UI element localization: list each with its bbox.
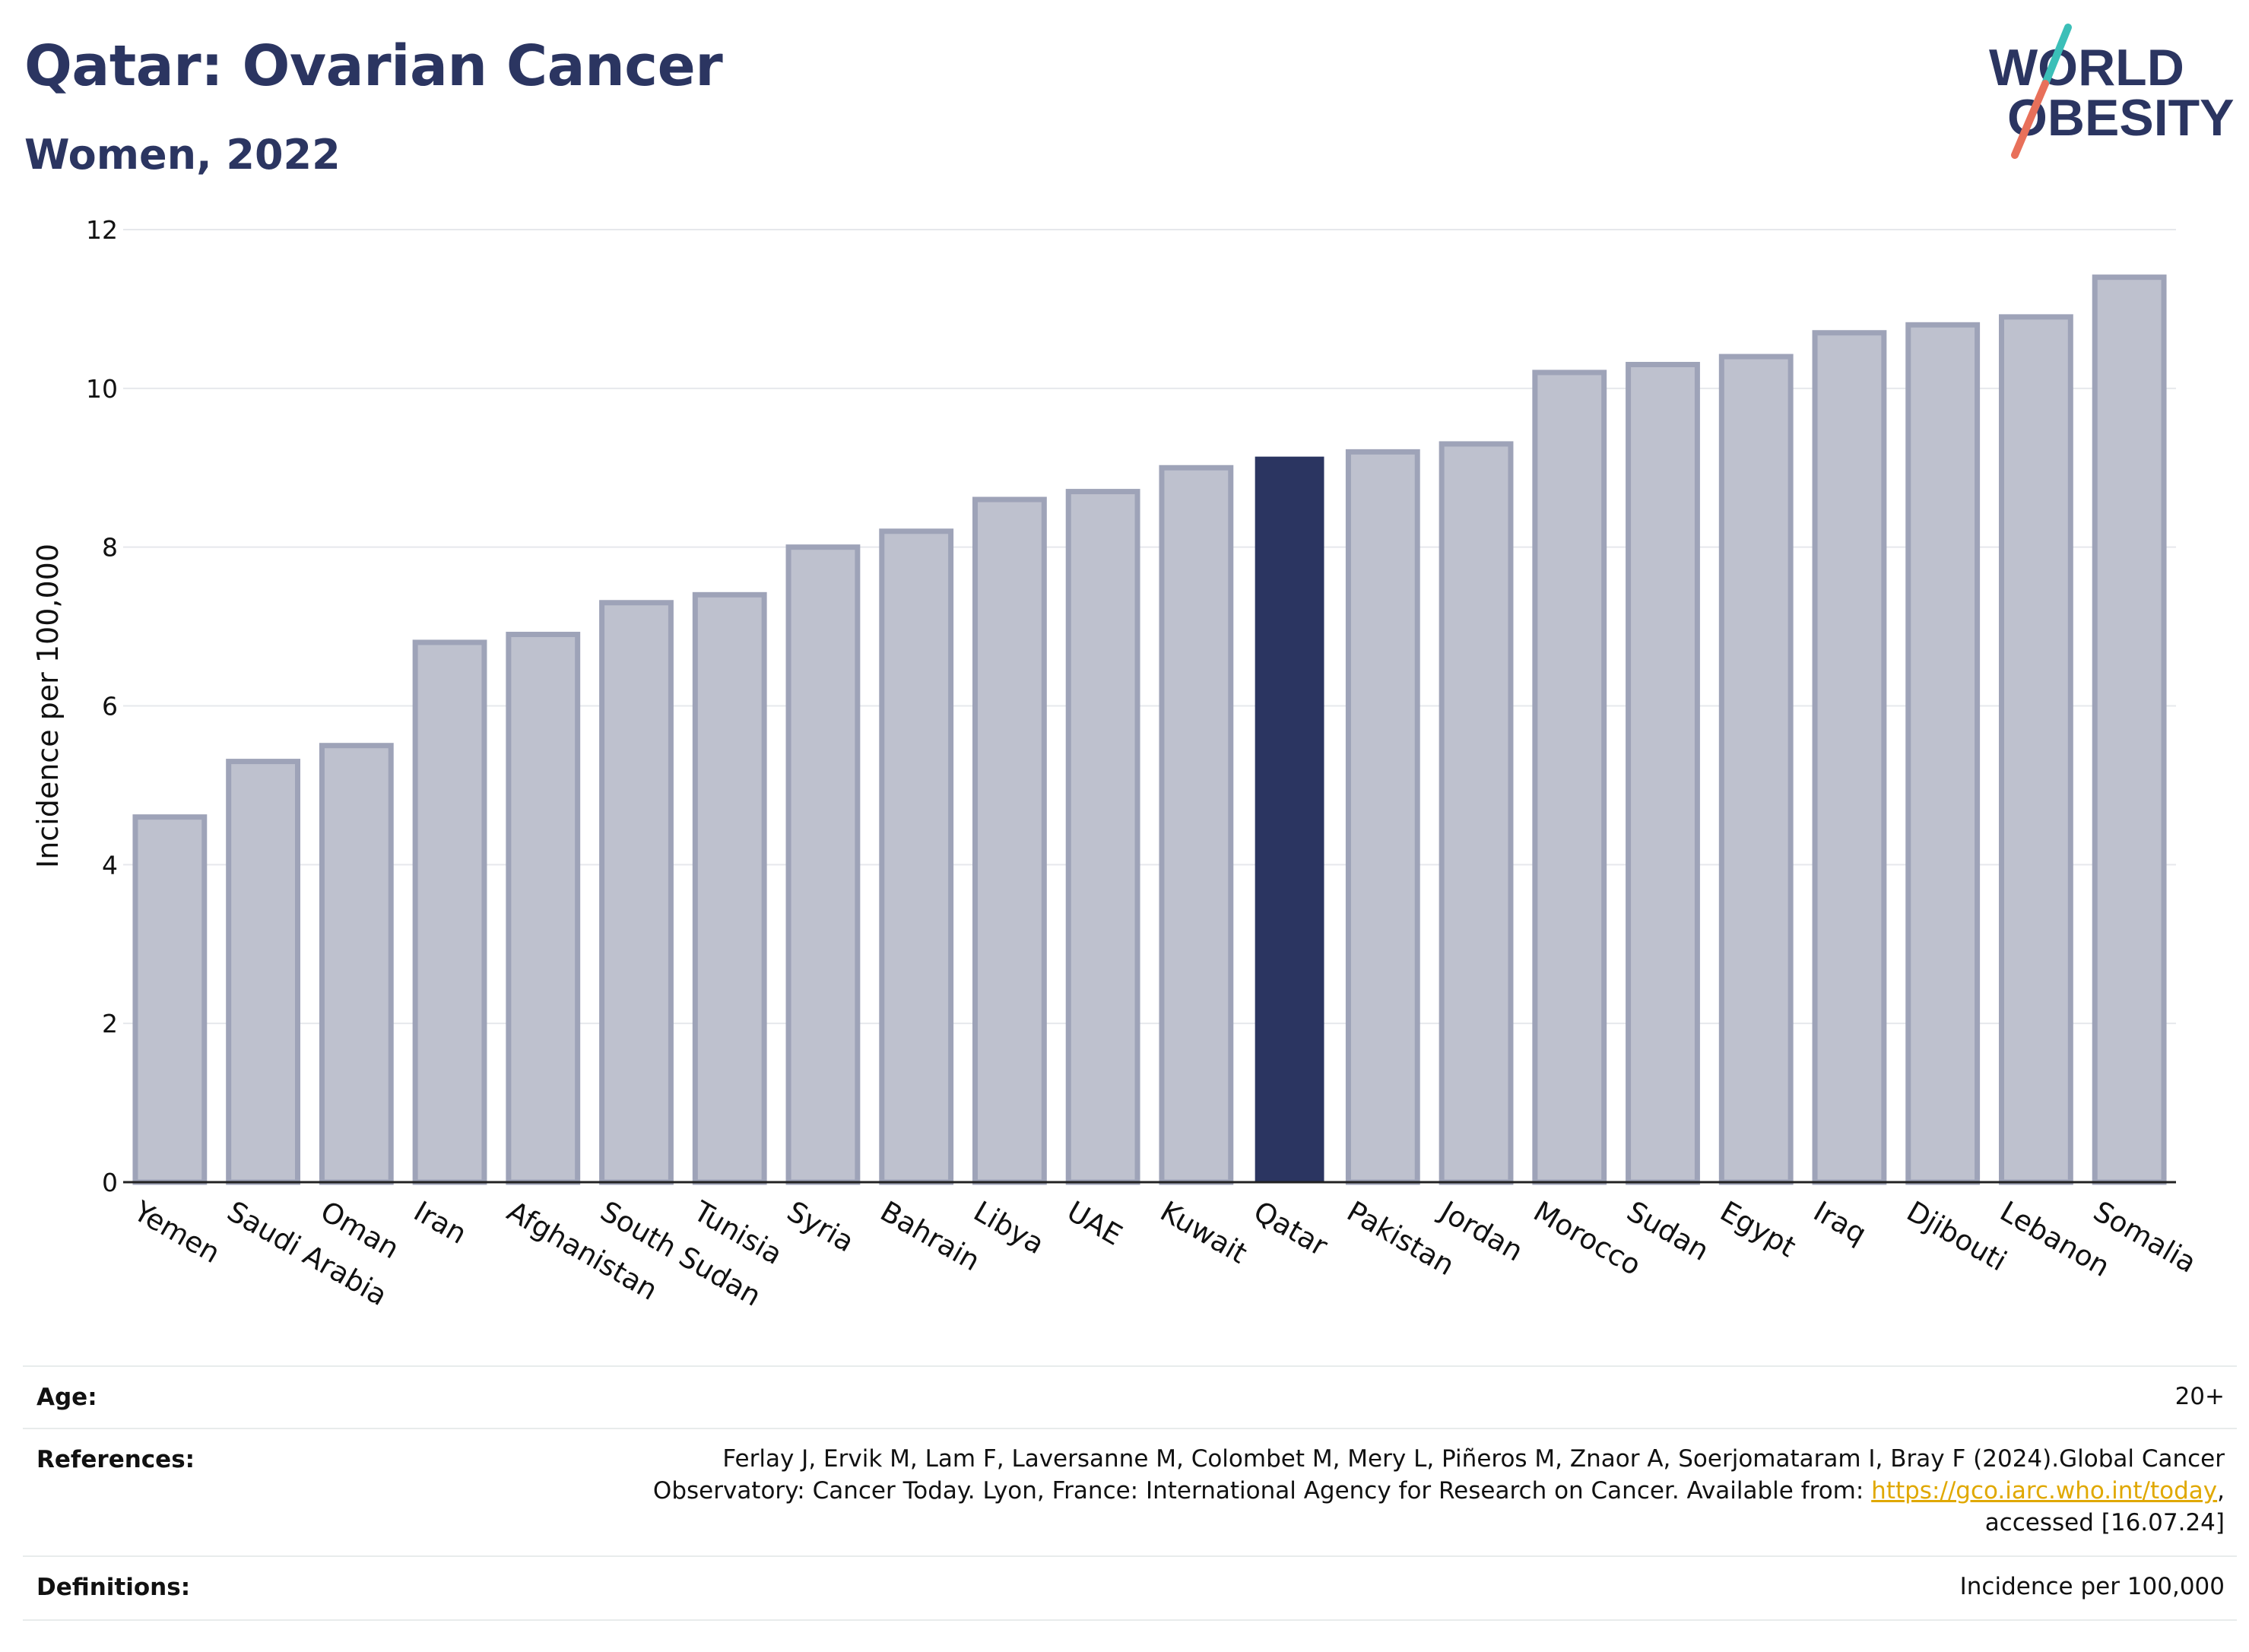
bar-djibouti bbox=[1905, 322, 1981, 1185]
bar-uae bbox=[1065, 489, 1140, 1185]
bar-qatar bbox=[1255, 456, 1324, 1182]
x-tick-label: UAE bbox=[1061, 1195, 1128, 1252]
bar-jordan bbox=[1439, 441, 1514, 1185]
y-tick-label: 12 bbox=[86, 215, 118, 245]
bar-oman bbox=[319, 743, 394, 1185]
bar-iraq bbox=[1812, 330, 1887, 1185]
bar-syria bbox=[785, 544, 861, 1185]
world-obesity-logo: WORLD OBESITY bbox=[1989, 24, 2235, 159]
bar-pakistan bbox=[1345, 449, 1420, 1185]
age-label: Age: bbox=[36, 1384, 97, 1411]
references-line1: Ferlay J, Ervik M, Lam F, Laversanne M, … bbox=[722, 1445, 2225, 1473]
bar-south-sudan bbox=[599, 600, 674, 1185]
bar-tunisia bbox=[692, 591, 767, 1185]
age-value: 20+ bbox=[2174, 1383, 2225, 1410]
definitions-label: Definitions: bbox=[36, 1574, 191, 1601]
page-subtitle: Women, 2022 bbox=[24, 131, 341, 179]
bar-egypt bbox=[1718, 354, 1794, 1185]
bar-somalia bbox=[2092, 274, 2167, 1185]
bar-libya bbox=[972, 496, 1047, 1185]
y-tick-label: 8 bbox=[102, 533, 118, 563]
bar-morocco bbox=[1532, 369, 1607, 1185]
references-line2-text: Observatory: Cancer Today. Lyon, France:… bbox=[652, 1477, 1872, 1505]
x-tick-label: Qatar bbox=[1248, 1195, 1334, 1264]
x-tick-label: Egypt bbox=[1715, 1195, 1801, 1264]
definitions-row: Definitions: Incidence per 100,000 bbox=[23, 1573, 2237, 1619]
svg-text:OBESITY: OBESITY bbox=[2007, 89, 2235, 147]
x-tick-label: Pakistan bbox=[1341, 1195, 1460, 1283]
x-tick-label: Yemen bbox=[128, 1194, 226, 1270]
references-line3: accessed [16.07.24] bbox=[1984, 1509, 2225, 1536]
x-tick-label: Djibouti bbox=[1902, 1195, 2013, 1278]
references-line2: Observatory: Cancer Today. Lyon, France:… bbox=[653, 1475, 2225, 1507]
y-tick-label: 0 bbox=[102, 1168, 118, 1197]
bar-yemen bbox=[132, 814, 208, 1185]
bar-bahrain bbox=[879, 528, 954, 1185]
x-tick-label: Saudi Arabia bbox=[222, 1195, 393, 1313]
bar-kuwait bbox=[1159, 465, 1234, 1185]
age-row: Age: 20+ bbox=[23, 1383, 2237, 1429]
bar-chart: 0 2 4 6 8 10 12 Incidence per 100,000 YemenSaudi… bbox=[31, 215, 2202, 1313]
references-row: References: Ferlay J, Ervik M, Lam F, La… bbox=[23, 1443, 2237, 1545]
bar-sudan bbox=[1626, 362, 1700, 1185]
y-axis-label: Incidence per 100,000 bbox=[31, 544, 65, 868]
references-link[interactable]: https://gco.iarc.who.int/today bbox=[1871, 1477, 2218, 1505]
svg-text:WORLD: WORLD bbox=[1989, 39, 2184, 97]
y-tick-label: 4 bbox=[102, 850, 118, 880]
footer-divider bbox=[23, 1365, 2237, 1367]
x-tick-label: Kuwait bbox=[1155, 1195, 1253, 1270]
footer-divider bbox=[23, 1555, 2237, 1557]
x-tick-label: Iraq bbox=[1808, 1195, 1872, 1251]
y-tick-label: 2 bbox=[102, 1009, 118, 1038]
bar-saudi-arabia bbox=[226, 759, 301, 1185]
page-title: Qatar: Ovarian Cancer bbox=[24, 33, 723, 99]
y-tick-label: 6 bbox=[102, 692, 118, 721]
definitions-value: Incidence per 100,000 bbox=[1959, 1573, 2225, 1600]
references-line2-end: , bbox=[2217, 1477, 2225, 1505]
x-tick-label: Bahrain bbox=[875, 1195, 985, 1278]
x-tick-label: Iran bbox=[408, 1195, 472, 1251]
bar-afghanistan bbox=[506, 632, 581, 1185]
footer-divider bbox=[23, 1619, 2237, 1621]
x-tick-label: Morocco bbox=[1528, 1195, 1647, 1283]
bar-iran bbox=[412, 639, 487, 1185]
references-label: References: bbox=[36, 1446, 195, 1473]
y-tick-label: 10 bbox=[86, 374, 118, 404]
footer-divider bbox=[23, 1428, 2237, 1429]
references-value: Ferlay J, Ervik M, Lam F, Laversanne M, … bbox=[653, 1443, 2225, 1539]
x-tick-label: Syria bbox=[782, 1195, 860, 1259]
bar-lebanon bbox=[1999, 314, 2073, 1185]
